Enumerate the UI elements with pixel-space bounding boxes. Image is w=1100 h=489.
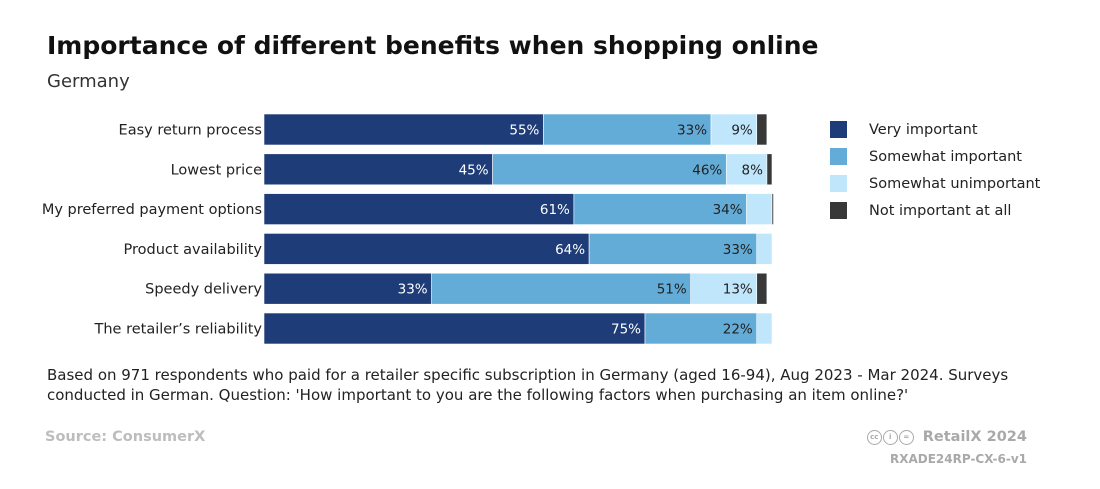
bar-segment [725,153,768,186]
bar-segment [543,113,712,146]
bar-segment [756,312,773,345]
bar-segment [263,312,646,345]
data-label: 61% [540,202,570,218]
legend-item: Very important [830,116,1040,143]
legend-label: Very important [869,121,978,138]
creative-commons-icon: cc i = [866,429,915,445]
bar-segment [756,113,768,146]
bar-segment [263,272,432,305]
data-label: 33% [677,123,707,139]
data-label: 45% [459,162,489,178]
bar-segment [644,312,758,345]
legend-item: Somewhat important [830,143,1040,170]
bar-segment [746,193,773,225]
data-label: 33% [723,242,753,258]
cc-icon: cc [866,429,882,445]
legend-swatch [830,175,847,192]
bar-segment [756,272,768,305]
chart-footnote: Based on 971 respondents who paid for a … [47,366,1009,404]
data-label: 55% [509,123,539,139]
legend-swatch [830,121,847,138]
bar-segment [492,153,727,186]
brand-name: RetailX 2024 [922,429,1027,445]
legend-swatch [830,148,847,165]
data-label: 51% [657,282,687,298]
data-label: 34% [713,202,743,218]
data-label: 46% [692,162,722,178]
chart-subtitle: Germany [47,71,130,92]
bar-segment [690,272,758,305]
data-label: 64% [555,242,585,258]
category-label: Speedy delivery [145,282,262,298]
legend-label: Not important at all [869,202,1012,219]
data-label: 13% [723,282,753,298]
chart-legend: Very important Somewhat important Somewhat… [830,116,1040,224]
nd-icon: = [898,429,914,445]
legend-label: Somewhat important [869,148,1022,165]
source-note: Source: ConsumerX [45,429,206,445]
data-label: 9% [731,123,753,139]
bar-segment [766,153,773,186]
bar-segment [263,233,590,265]
bar-segment [756,233,773,265]
category-label: Easy return process [119,123,262,139]
legend-item: Somewhat unimportant [830,170,1040,197]
data-label: 33% [398,282,428,298]
bar-segment [771,193,774,225]
bar-segment [573,193,747,225]
brand-credit: cc i = RetailX 2024 [866,429,1027,445]
category-label: The retailer’s reliability [94,322,263,338]
legend-item: Not important at all [830,197,1040,224]
legend-swatch [830,202,847,219]
data-label: 8% [741,162,763,178]
bar-segment [431,272,692,305]
legend-label: Somewhat unimportant [869,175,1041,192]
data-label: 75% [611,322,641,338]
bar-segment [263,113,544,146]
chart-title: Importance of different benefits when sh… [47,31,819,60]
bar-segment [263,193,575,225]
report-code: RXADE24RP-CX-6-v1 [889,452,1027,466]
bar-segment [263,153,493,186]
category-label: Product availability [123,242,262,258]
data-label: 22% [723,322,753,338]
category-label: Lowest price [171,162,262,178]
category-label: My preferred payment options [42,202,262,218]
by-icon: i [882,429,898,445]
bar-segment [588,233,758,265]
